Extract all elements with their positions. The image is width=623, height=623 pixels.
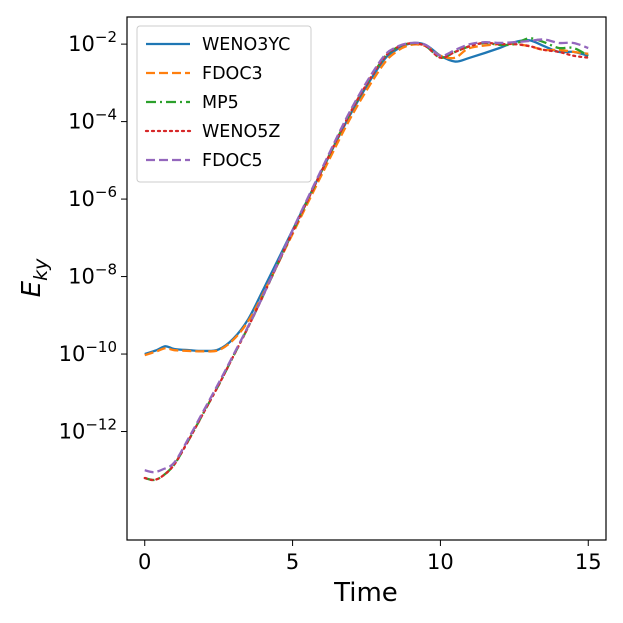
y-axis-label-main: E — [17, 280, 47, 297]
y-tick-label: 10−10 — [59, 338, 117, 366]
y-tick-label: 10−8 — [68, 261, 117, 289]
y-tick-label: 10−6 — [68, 183, 117, 211]
x-axis-label: Time — [333, 578, 398, 608]
x-tick-label: 0 — [138, 550, 151, 574]
legend-label-weno5z: WENO5Z — [202, 122, 280, 142]
y-axis: 10−12 10−10 10−8 10−6 10−4 10−2 — [59, 28, 127, 444]
x-tick-label: 5 — [286, 550, 299, 574]
y-tick-label: 10−2 — [68, 28, 117, 56]
legend-box — [136, 25, 312, 183]
y-axis-label: Eky — [17, 258, 52, 297]
y-tick-label: 10−4 — [68, 106, 117, 134]
legend: WENO3YC FDOC3 MP5 WENO5Z FDOC5 — [136, 25, 312, 183]
svg-text:Eky: Eky — [17, 258, 52, 297]
legend-label-fdoc5: FDOC5 — [202, 151, 263, 171]
legend-label-mp5: MP5 — [202, 93, 239, 113]
series-line-weno5z — [143, 41, 590, 482]
legend-label-fdoc3: FDOC3 — [202, 64, 263, 84]
series-line-fdoc3 — [144, 42, 589, 357]
legend-label-weno3yc: WENO3YC — [202, 35, 290, 55]
x-tick-label: 15 — [575, 550, 602, 574]
series-line-fdoc5 — [144, 38, 589, 474]
y-axis-label-sub: ky — [30, 258, 52, 281]
x-tick-label: 10 — [427, 550, 454, 574]
x-axis: 0 5 10 15 — [138, 540, 602, 574]
y-tick-label: 10−12 — [59, 416, 117, 444]
series-layer — [143, 37, 590, 482]
